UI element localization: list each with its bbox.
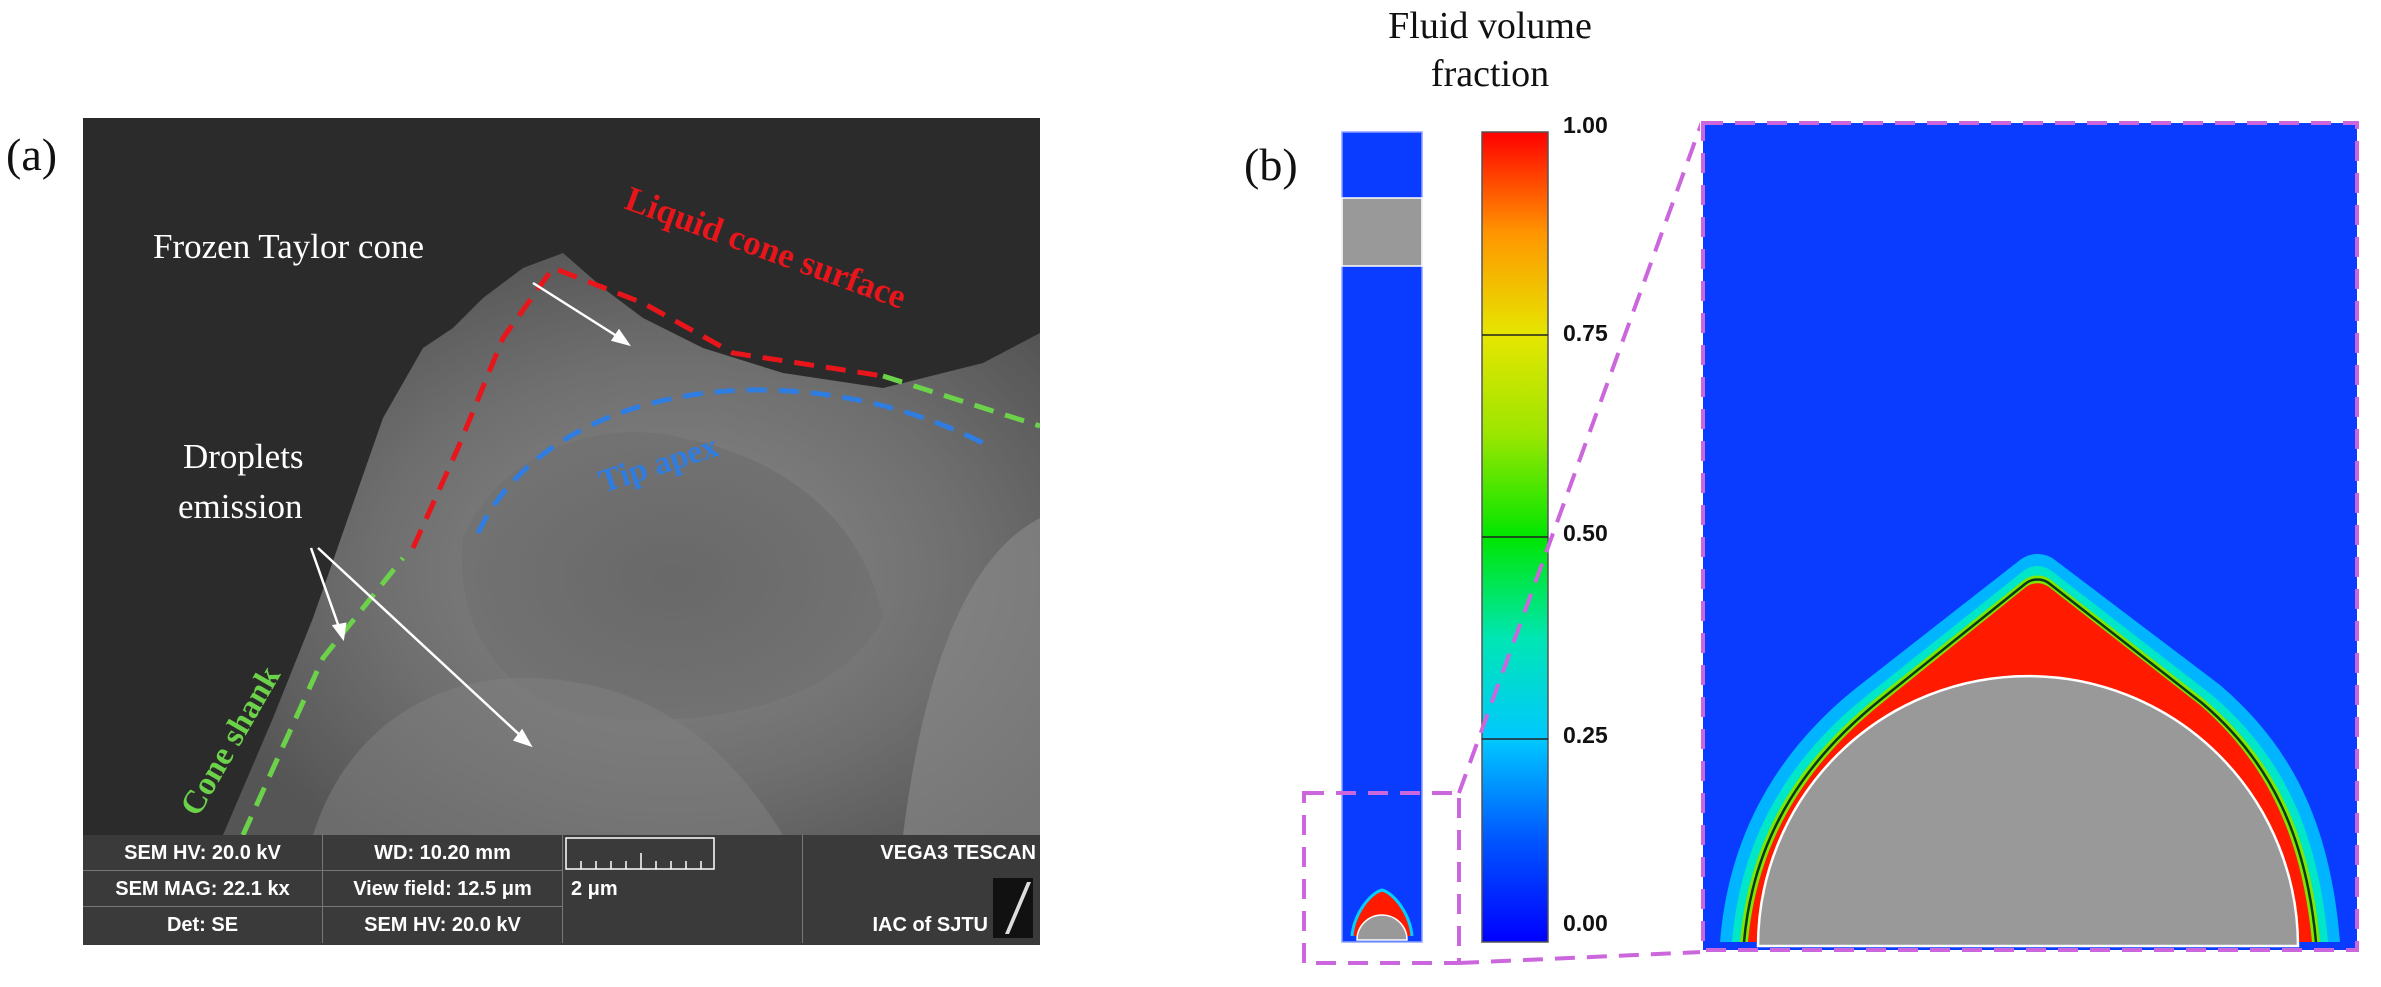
zoom-line-bottom: [1458, 950, 1703, 965]
mini-solid-sphere: [1356, 914, 1408, 941]
colorbar-label-100: 1.00: [1563, 112, 1608, 138]
zoom-source-box: [1302, 791, 1461, 965]
specimen-hollow: [461, 432, 883, 720]
cone-shank-line-right: [882, 373, 1040, 429]
colorbar-label-025: 0.25: [1563, 722, 1608, 748]
info-sem-mag: SEM MAG: 22.1 kx: [83, 871, 323, 907]
sem-micrograph: Frozen Taylor cone Droplets emission Liq…: [83, 118, 1040, 945]
full-domain-view: [1341, 131, 1423, 943]
droplets-label-line2: emission: [178, 487, 302, 526]
liquid-cone-surface-line: [410, 264, 884, 550]
colorbar-label-075: 0.75: [1563, 320, 1608, 346]
colorbar-title-line2: fraction: [1430, 53, 1550, 95]
info-institution: IAC of SJTU: [872, 914, 988, 936]
info-vendor: VEGA3 TESCAN: [880, 842, 1036, 864]
info-wd: WD: 10.20 mm: [323, 835, 563, 871]
colorbar-label-050: 0.50: [1563, 520, 1608, 546]
zoom-line-top: [1457, 121, 1704, 794]
droplets-label-line1: Droplets: [183, 437, 304, 476]
nozzle-block: [1341, 197, 1423, 267]
solid-sphere: [1756, 674, 2300, 948]
info-view-field: View field: 12.5 μm: [323, 871, 563, 907]
tip-apex-line: [475, 387, 985, 535]
frozen-cone-label: Frozen Taylor cone: [153, 227, 424, 266]
info-scale-ruler: [563, 835, 803, 871]
zoomed-view-border: [1701, 121, 2359, 952]
sem-image: Frozen Taylor cone Droplets emission Liq…: [83, 118, 1040, 835]
specimen-right-lobe: [903, 518, 1040, 835]
interface-contour: [1742, 578, 2318, 943]
colorbar-title: Fluid volume fraction: [1340, 2, 1640, 98]
annotation-arrows: [309, 281, 631, 748]
info-detector: Det: SE: [83, 907, 323, 943]
colorbar-label-000: 0.00: [1563, 910, 1608, 936]
info-sem-hv: SEM HV: 20.0 kV: [83, 835, 323, 871]
zoom-connector: [1302, 121, 1704, 965]
panel-a-label: (a): [6, 129, 58, 180]
sem-info-bar: SEM HV: 20.0 kV WD: 10.20 mm VEGA3 TESCA…: [83, 835, 1040, 945]
info-scale-value: 2 μm: [563, 871, 803, 907]
zoomed-view: [1700, 120, 2360, 955]
colorbar-title-line1: Fluid volume: [1388, 5, 1592, 47]
colorbar: [1481, 131, 1549, 943]
info-sem-hv-2: SEM HV: 20.0 kV: [323, 907, 563, 943]
specimen-lower-lobe: [313, 678, 783, 835]
info-blank: [563, 907, 803, 943]
panel-b-label: (b): [1244, 139, 1298, 190]
cone-shank-line: [240, 556, 405, 835]
scale-ruler-icon: [565, 837, 715, 870]
vendor-logo-icon: [993, 878, 1033, 938]
